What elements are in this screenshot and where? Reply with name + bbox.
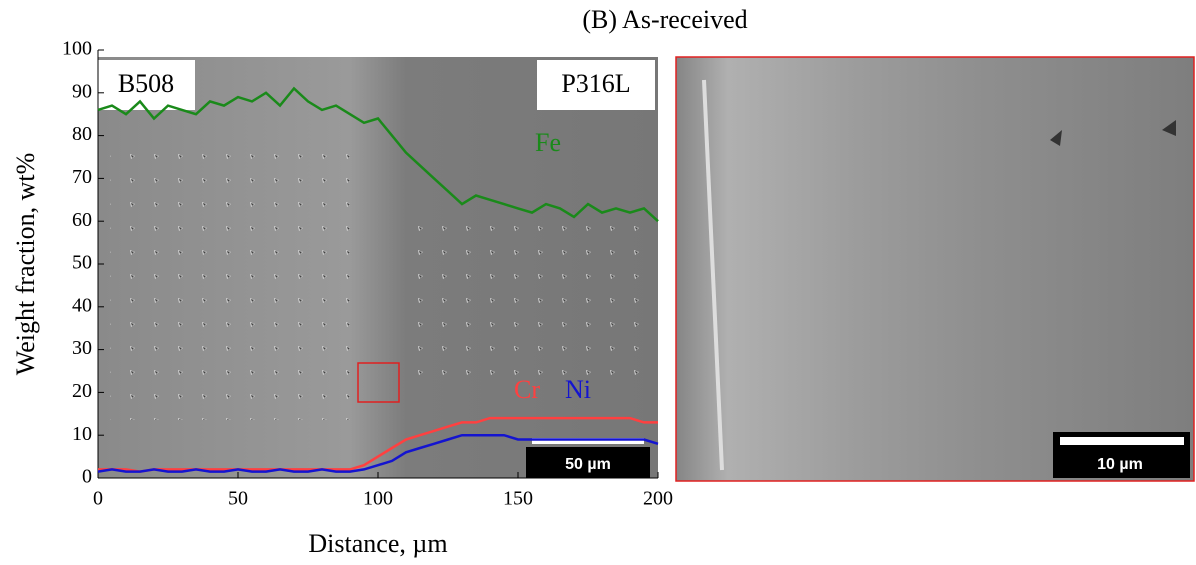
- y-tick-label: 40: [72, 294, 92, 316]
- y-tick-label: 10: [72, 423, 92, 445]
- label-box: [98, 60, 195, 110]
- scale-bar: [532, 438, 644, 444]
- x-tick-label: 50: [228, 488, 248, 510]
- series-label: Fe: [535, 128, 561, 157]
- x-tick-label: 100: [363, 488, 393, 510]
- y-tick-label: 30: [72, 337, 92, 359]
- y-tick-label: 50: [72, 252, 92, 274]
- y-tick-label: 60: [72, 209, 92, 231]
- scale-bar: [1060, 437, 1184, 445]
- y-tick-label: 80: [72, 123, 92, 145]
- label-box: [537, 60, 655, 110]
- scale-bar-label: 10 µm: [1097, 456, 1143, 473]
- indent-grid: [400, 210, 650, 390]
- material-label: B508: [118, 69, 174, 98]
- y-tick-label: 20: [72, 380, 92, 402]
- y-axis-label: Weight fraction, wt%: [11, 153, 40, 375]
- x-tick-label: 200: [643, 488, 673, 510]
- y-tick-label: 0: [82, 466, 92, 488]
- inset-feature: [702, 79, 724, 471]
- y-tick-label: 70: [72, 166, 92, 188]
- series-label: Cr: [514, 375, 540, 404]
- inset-image: [675, 56, 1195, 482]
- scale-bar-label: 50 µm: [565, 456, 611, 473]
- chart-title: (B) As-received: [582, 5, 747, 34]
- x-tick-label: 0: [93, 488, 103, 510]
- material-label: P316L: [561, 69, 630, 98]
- scale-bar-box: [526, 447, 650, 478]
- series-label: Ni: [565, 375, 591, 404]
- data-line: [97, 433, 659, 473]
- indent-grid: [110, 150, 350, 420]
- zoom-box: [357, 362, 400, 403]
- data-line: [97, 86, 659, 223]
- x-axis-label: Distance, µm: [308, 529, 447, 558]
- y-tick-label: 90: [72, 80, 92, 102]
- x-tick-label: 150: [503, 488, 533, 510]
- y-tick-label: 100: [62, 38, 92, 60]
- plot: 0 10 20 30 40 50 60 70 80 90 100 0 50 100 150 200 Fe Cr Ni: [62, 38, 673, 510]
